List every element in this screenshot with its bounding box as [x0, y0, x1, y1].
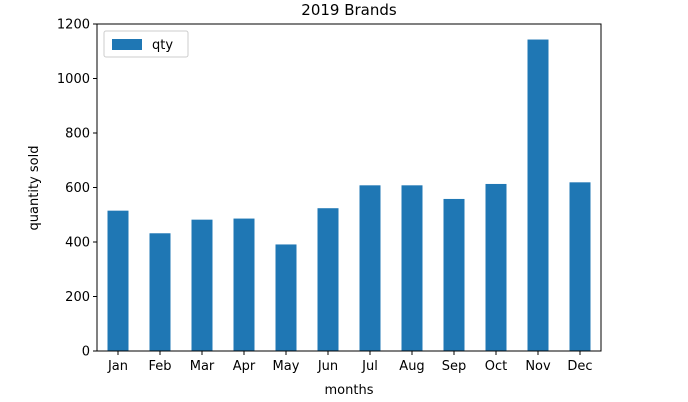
x-tick-label: Jul — [361, 359, 378, 374]
x-tick-label: Apr — [233, 359, 256, 374]
x-tick-label: Feb — [148, 359, 171, 374]
x-tick-label: Sep — [442, 359, 467, 374]
bar-jan — [107, 210, 129, 351]
y-ticks-group: 0 200 400 600 800 1000 1200 — [57, 18, 97, 360]
legend-box — [103, 30, 189, 58]
y-tick-label: 0 — [82, 345, 90, 360]
y-tick-label: 200 — [65, 290, 90, 305]
bar-mar — [191, 219, 213, 351]
x-tick-label: Nov — [525, 359, 551, 374]
bar-dec — [569, 182, 591, 351]
x-tick-label: May — [273, 359, 300, 374]
chart-title: 2019 Brands — [301, 1, 397, 19]
legend-swatch — [112, 39, 142, 50]
bar-apr — [233, 218, 255, 351]
x-tick-label: Jun — [317, 359, 338, 374]
bar-oct — [485, 183, 507, 351]
x-tick-label: Dec — [567, 359, 592, 374]
x-tick-label: Jan — [107, 359, 128, 374]
legend-label: qty — [152, 38, 173, 53]
y-tick-label: 800 — [65, 127, 90, 142]
bar-sep — [443, 198, 465, 351]
y-tick-label: 600 — [65, 181, 90, 196]
bars-group — [107, 39, 591, 351]
y-tick-label: 1200 — [57, 18, 90, 33]
plot-frame — [96, 23, 602, 352]
y-tick-label: 1000 — [57, 72, 90, 87]
x-tick-label: Oct — [485, 359, 507, 374]
bar-aug — [401, 185, 423, 351]
y-axis-label: quantity sold — [27, 146, 42, 231]
y-tick-label: 400 — [65, 236, 90, 251]
bar-may — [275, 244, 297, 351]
bar-nov — [527, 39, 549, 351]
bar-jun — [317, 208, 339, 351]
x-tick-label: Aug — [399, 359, 424, 374]
x-axis-label: months — [325, 383, 374, 398]
bar-feb — [149, 233, 171, 351]
x-ticks-group: Jan Feb Mar Apr May Jun Jul Aug Sep Oct Nov Dec — [107, 351, 593, 374]
legend: qty — [103, 30, 189, 58]
x-tick-label: Mar — [190, 359, 215, 374]
bar-jul — [359, 185, 381, 351]
